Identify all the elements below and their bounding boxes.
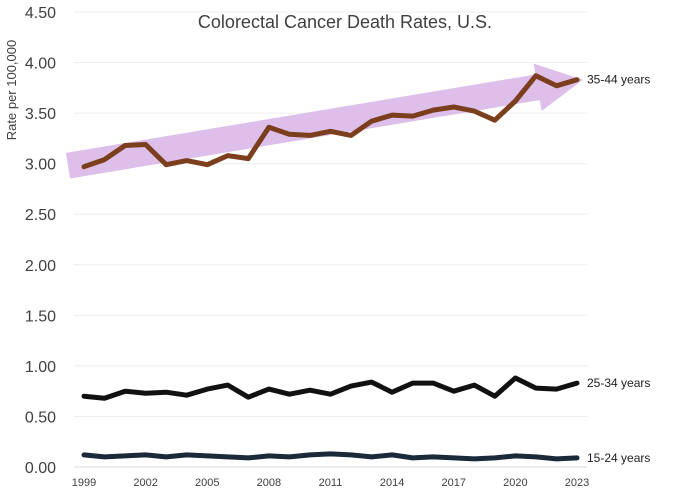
x-tick-label: 2023 <box>565 477 589 489</box>
series-labels: 35-44 years 25-34 years 15-24 years <box>587 73 650 465</box>
series-line-2 <box>81 375 580 401</box>
x-tick-label: 2017 <box>442 477 466 489</box>
trend-arrow <box>65 63 583 179</box>
x-tick-label: 2020 <box>503 477 527 489</box>
x-tick-label: 2002 <box>133 477 157 489</box>
y-tick-label: 1.50 <box>25 308 56 325</box>
y-tick-label: 3.50 <box>25 106 56 123</box>
series-label: 15-24 years <box>587 451 650 465</box>
series-line-3 <box>81 451 580 462</box>
y-tick-label: 0.50 <box>25 409 56 426</box>
y-tick-label: 2.00 <box>25 258 56 275</box>
x-tick-label: 2014 <box>380 477 404 489</box>
gridlines <box>74 11 587 468</box>
y-tick-label: 3.00 <box>25 157 56 174</box>
y-tick-label: 2.50 <box>25 207 56 224</box>
y-axis-label: Rate per 100,000 <box>4 40 19 140</box>
x-axis-ticks: 1999 2002 2005 2008 2011 2014 2017 2020 2023 <box>72 477 589 489</box>
x-tick-label: 1999 <box>72 477 96 489</box>
x-tick-label: 2008 <box>257 477 281 489</box>
chart-title: Colorectal Cancer Death Rates, U.S. <box>198 12 492 32</box>
y-tick-label: 1.00 <box>25 359 56 376</box>
trend-arrow-shape <box>65 63 583 179</box>
series-label: 25-34 years <box>587 376 650 390</box>
x-tick-label: 2011 <box>319 477 343 489</box>
y-axis-ticks: 0.00 0.50 1.00 1.50 2.00 2.50 3.00 3.50 4.00 4.50 <box>25 5 56 477</box>
y-tick-label: 4.50 <box>25 5 56 22</box>
series-lines <box>81 73 580 462</box>
x-tick-label: 2005 <box>195 477 219 489</box>
y-tick-label: 4.00 <box>25 56 56 73</box>
y-tick-label: 0.00 <box>25 460 56 477</box>
series-label: 35-44 years <box>587 73 650 87</box>
